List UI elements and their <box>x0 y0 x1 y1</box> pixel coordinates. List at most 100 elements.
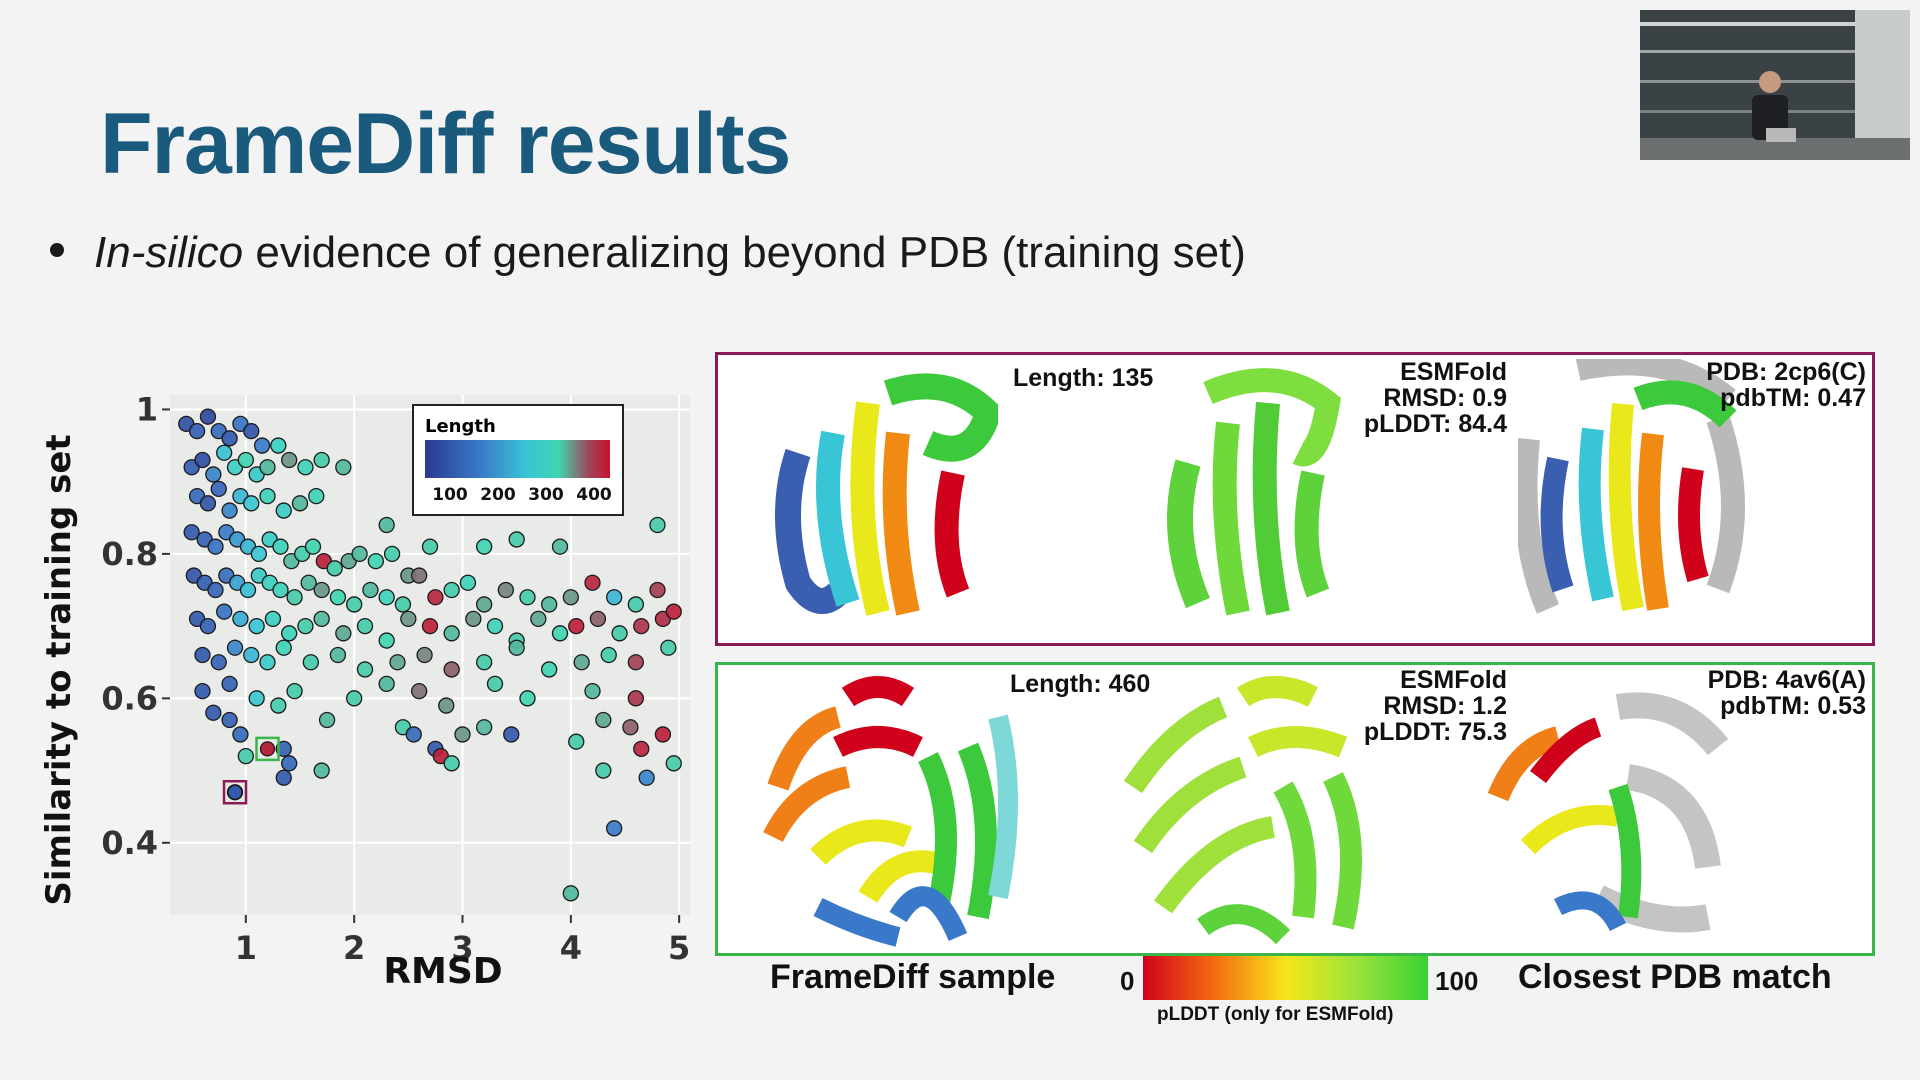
scatter-point <box>568 733 585 750</box>
scatter-point <box>281 625 298 642</box>
scatter-point <box>259 487 276 505</box>
legend-colorbar <box>425 440 610 478</box>
scatter-point <box>400 610 417 628</box>
example-panel-bottom: Length: 460 ESMFold RMSD: 1.2 pLDDT: 75.… <box>715 662 1875 956</box>
bullet-point: In-silico evidence of generalizing beyon… <box>50 228 1246 278</box>
scatter-point <box>243 422 260 440</box>
scatter-point <box>239 581 257 599</box>
scatter-point <box>443 661 460 678</box>
scatter-point <box>304 538 322 555</box>
legend-tick-label: 200 <box>480 485 516 505</box>
scatter-point <box>237 451 254 469</box>
scatter-point <box>205 704 222 721</box>
scatter-point <box>205 466 222 483</box>
example-panel-top: Length: 135 ESMFold RMSD: 0.9 pLDDT: 84.… <box>715 352 1875 646</box>
scatter-point <box>411 682 428 700</box>
scatter-point <box>221 430 238 447</box>
esmfold-rmsd: RMSD: 0.9 <box>1383 384 1507 412</box>
scatter-point <box>606 820 623 837</box>
pdb-match-image <box>1487 692 1729 933</box>
pdb-tm: pdbTM: 0.47 <box>1720 384 1866 412</box>
scatter-point <box>210 480 227 498</box>
scatter-point <box>194 451 211 469</box>
scatter-point <box>270 437 287 454</box>
protein-sample-image <box>775 373 998 616</box>
esmfold-rmsd: RMSD: 1.2 <box>1383 692 1507 720</box>
pdb-match-image <box>1518 359 1745 614</box>
scatter-point <box>606 589 623 606</box>
scatter-point <box>465 610 482 628</box>
webcam-image <box>1640 10 1910 160</box>
scatter-point <box>237 747 254 765</box>
scatter-point <box>584 682 601 700</box>
scatter-point <box>649 516 666 534</box>
scatter-point <box>508 639 525 656</box>
scatter-point <box>362 581 379 599</box>
scatter-point <box>378 675 395 693</box>
scatter-point <box>300 574 317 591</box>
x-tick-label: 3 <box>451 929 473 967</box>
scatter-point <box>286 682 303 700</box>
esmfold-image <box>1167 368 1341 616</box>
esmfold-metrics-top: ESMFold RMSD: 0.9 pLDDT: 84.4 <box>1364 359 1507 437</box>
scatter-point <box>216 444 233 461</box>
scatter-point <box>329 646 347 664</box>
scatter-point <box>199 495 217 512</box>
y-tick-label: 0.8 <box>101 535 158 573</box>
scatter-point <box>541 596 558 613</box>
scatter-point <box>356 617 374 635</box>
scatter-point <box>503 726 520 743</box>
scatter-point <box>313 451 330 469</box>
esmfold-metrics-bottom: ESMFold RMSD: 1.2 pLDDT: 75.3 <box>1364 667 1507 745</box>
scatter-point <box>665 755 682 772</box>
scatter-point <box>508 531 525 548</box>
bullet-text: evidence of generalizing beyond PDB (tra… <box>243 228 1246 277</box>
esmfold-plddt: pLDDT: 75.3 <box>1363 718 1507 746</box>
scatter-point <box>660 639 677 656</box>
scatter-point <box>665 603 682 620</box>
scatter-point <box>530 610 547 628</box>
caption-closest-pdb-match: Closest PDB match <box>1518 958 1832 996</box>
scatter-point <box>259 654 276 671</box>
scatter-point <box>248 617 265 635</box>
scatter-point <box>275 502 292 519</box>
scatter-point <box>476 596 493 613</box>
scatter-point <box>378 589 395 606</box>
scatter-point <box>411 567 428 584</box>
scatter-point <box>221 711 238 729</box>
scatter-point <box>519 690 536 707</box>
y-tick-label: 0.4 <box>101 824 158 862</box>
scatter-point <box>326 560 343 577</box>
pdb-tm: pdbTM: 0.53 <box>1720 692 1866 720</box>
scatter-point <box>253 437 271 454</box>
scatter-point <box>318 711 336 729</box>
scatter-point <box>476 654 493 671</box>
esmfold-plddt: pLDDT: 84.4 <box>1363 410 1507 438</box>
scatter-point <box>275 740 292 758</box>
scatter-point <box>443 625 460 642</box>
scatter-point <box>207 581 224 599</box>
scatter-point <box>232 610 249 628</box>
scatter-point <box>568 617 585 635</box>
scatter-point <box>335 459 352 476</box>
scatter-point <box>286 589 303 606</box>
scatter-point <box>633 740 650 758</box>
caption-framediff-sample: FrameDiff sample <box>770 958 1056 996</box>
scatter-point <box>611 625 628 642</box>
scatter-point <box>541 661 558 678</box>
scatter-point <box>272 538 289 555</box>
scatter-point <box>194 646 211 664</box>
highlight-box <box>222 779 248 805</box>
legend-title: Length <box>425 416 496 437</box>
scatter-point <box>589 610 607 628</box>
colorbar-legend: Length 100 200 300 400 <box>412 404 624 516</box>
scatter-point <box>188 422 206 440</box>
scatter-point <box>264 610 282 628</box>
esmfold-title: ESMFold <box>1400 666 1507 694</box>
scatter-point <box>486 617 504 635</box>
scatter-point <box>562 589 579 606</box>
protein-sample-image <box>763 676 1018 947</box>
colorbar-max-label: 100 <box>1435 966 1479 996</box>
length-label-bottom: Length: 460 <box>1010 670 1151 698</box>
scatter-point <box>627 690 644 707</box>
